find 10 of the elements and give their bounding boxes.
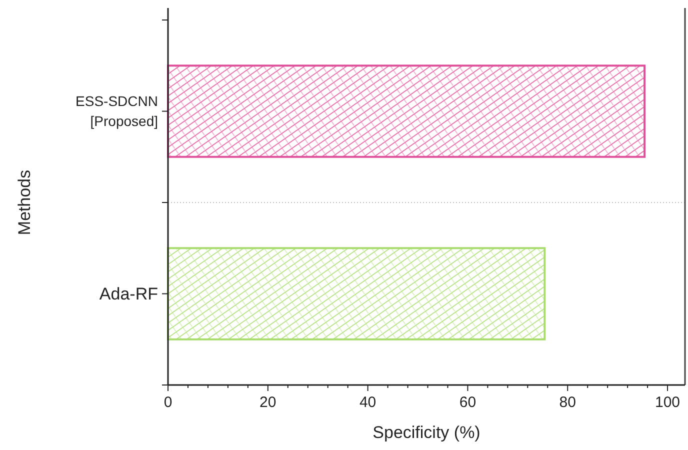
y-tick-label: Ada-RF [99,284,158,304]
x-tick-label: 40 [359,394,376,411]
y-axis-title: Methods [15,170,34,236]
x-tick-label: 20 [260,394,276,411]
x-tick-label: 60 [459,394,476,411]
y-tick-label: ESS-SDCNN [Proposed] [76,93,158,130]
x-axis-title: Specificity (%) [372,423,480,442]
x-tick-label: 80 [559,394,576,411]
x-tick-label: 100 [655,394,680,411]
x-tick-label: 0 [164,394,172,411]
